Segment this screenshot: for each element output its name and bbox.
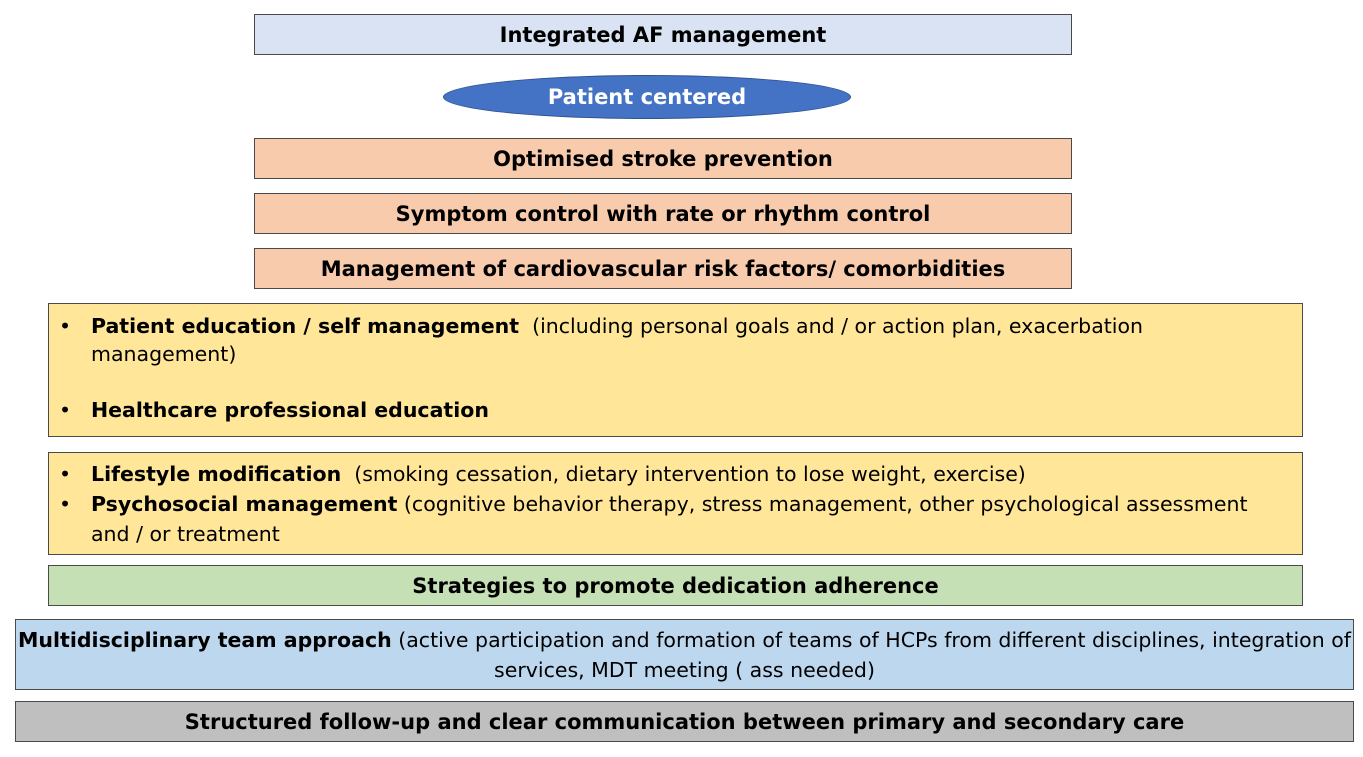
bullet-marker: •: [59, 314, 72, 338]
lifestyle-box: • Lifestyle modification (smoking cessat…: [48, 452, 1303, 555]
stroke-prevention-box: Optimised stroke prevention: [254, 138, 1072, 179]
symptom-control-text: Symptom control with rate or rhythm cont…: [395, 201, 931, 226]
lifestyle-bullet-1-text: Lifestyle modification (smoking cessatio…: [91, 459, 1262, 489]
patient-education-detail: (including personal goals and / or actio…: [91, 314, 1144, 366]
bullet-marker: •: [59, 398, 72, 422]
education-bullet-2: • Healthcare professional education: [59, 396, 1262, 424]
lifestyle-label: Lifestyle modification: [91, 462, 342, 486]
followup-text: Structured follow-up and clear communica…: [184, 709, 1185, 734]
lifestyle-bullet-1: • Lifestyle modification (smoking cessat…: [59, 459, 1262, 489]
patient-education-label: Patient education / self management: [91, 314, 520, 338]
bullet-marker: •: [59, 492, 72, 516]
lifestyle-bullet-2-text: Psychosocial management (cognitive behav…: [91, 489, 1262, 549]
professional-education-label: Healthcare professional education: [91, 398, 489, 422]
mdt-detail: (active participation and formation of t…: [398, 628, 1351, 682]
mdt-box: Multidisciplinary team approach (active …: [15, 619, 1354, 690]
stroke-prevention-text: Optimised stroke prevention: [493, 146, 833, 171]
mdt-label: Multidisciplinary team approach: [18, 628, 392, 652]
education-bullet-1: • Patient education / self management (i…: [59, 312, 1262, 368]
risk-factors-text: Management of cardiovascular risk factor…: [320, 256, 1006, 281]
title-text: Integrated AF management: [499, 22, 827, 47]
adherence-text: Strategies to promote dedication adheren…: [412, 573, 939, 598]
adherence-box: Strategies to promote dedication adheren…: [48, 565, 1303, 606]
psychosocial-detail: (cognitive behavior therapy, stress mana…: [91, 492, 1248, 546]
symptom-control-box: Symptom control with rate or rhythm cont…: [254, 193, 1072, 234]
bullet-marker: •: [59, 462, 72, 486]
risk-factors-box: Management of cardiovascular risk factor…: [254, 248, 1072, 289]
patient-centered-ellipse: Patient centered: [443, 75, 851, 119]
patient-centered-text: Patient centered: [547, 85, 747, 109]
education-box: • Patient education / self management (i…: [48, 303, 1303, 437]
followup-box: Structured follow-up and clear communica…: [15, 701, 1354, 742]
education-bullet-1-text: Patient education / self management (inc…: [91, 312, 1262, 368]
title-box: Integrated AF management: [254, 14, 1072, 55]
psychosocial-label: Psychosocial management: [91, 492, 398, 516]
lifestyle-detail: (smoking cessation, dietary intervention…: [354, 462, 1026, 486]
lifestyle-bullet-2: • Psychosocial management (cognitive beh…: [59, 489, 1262, 549]
